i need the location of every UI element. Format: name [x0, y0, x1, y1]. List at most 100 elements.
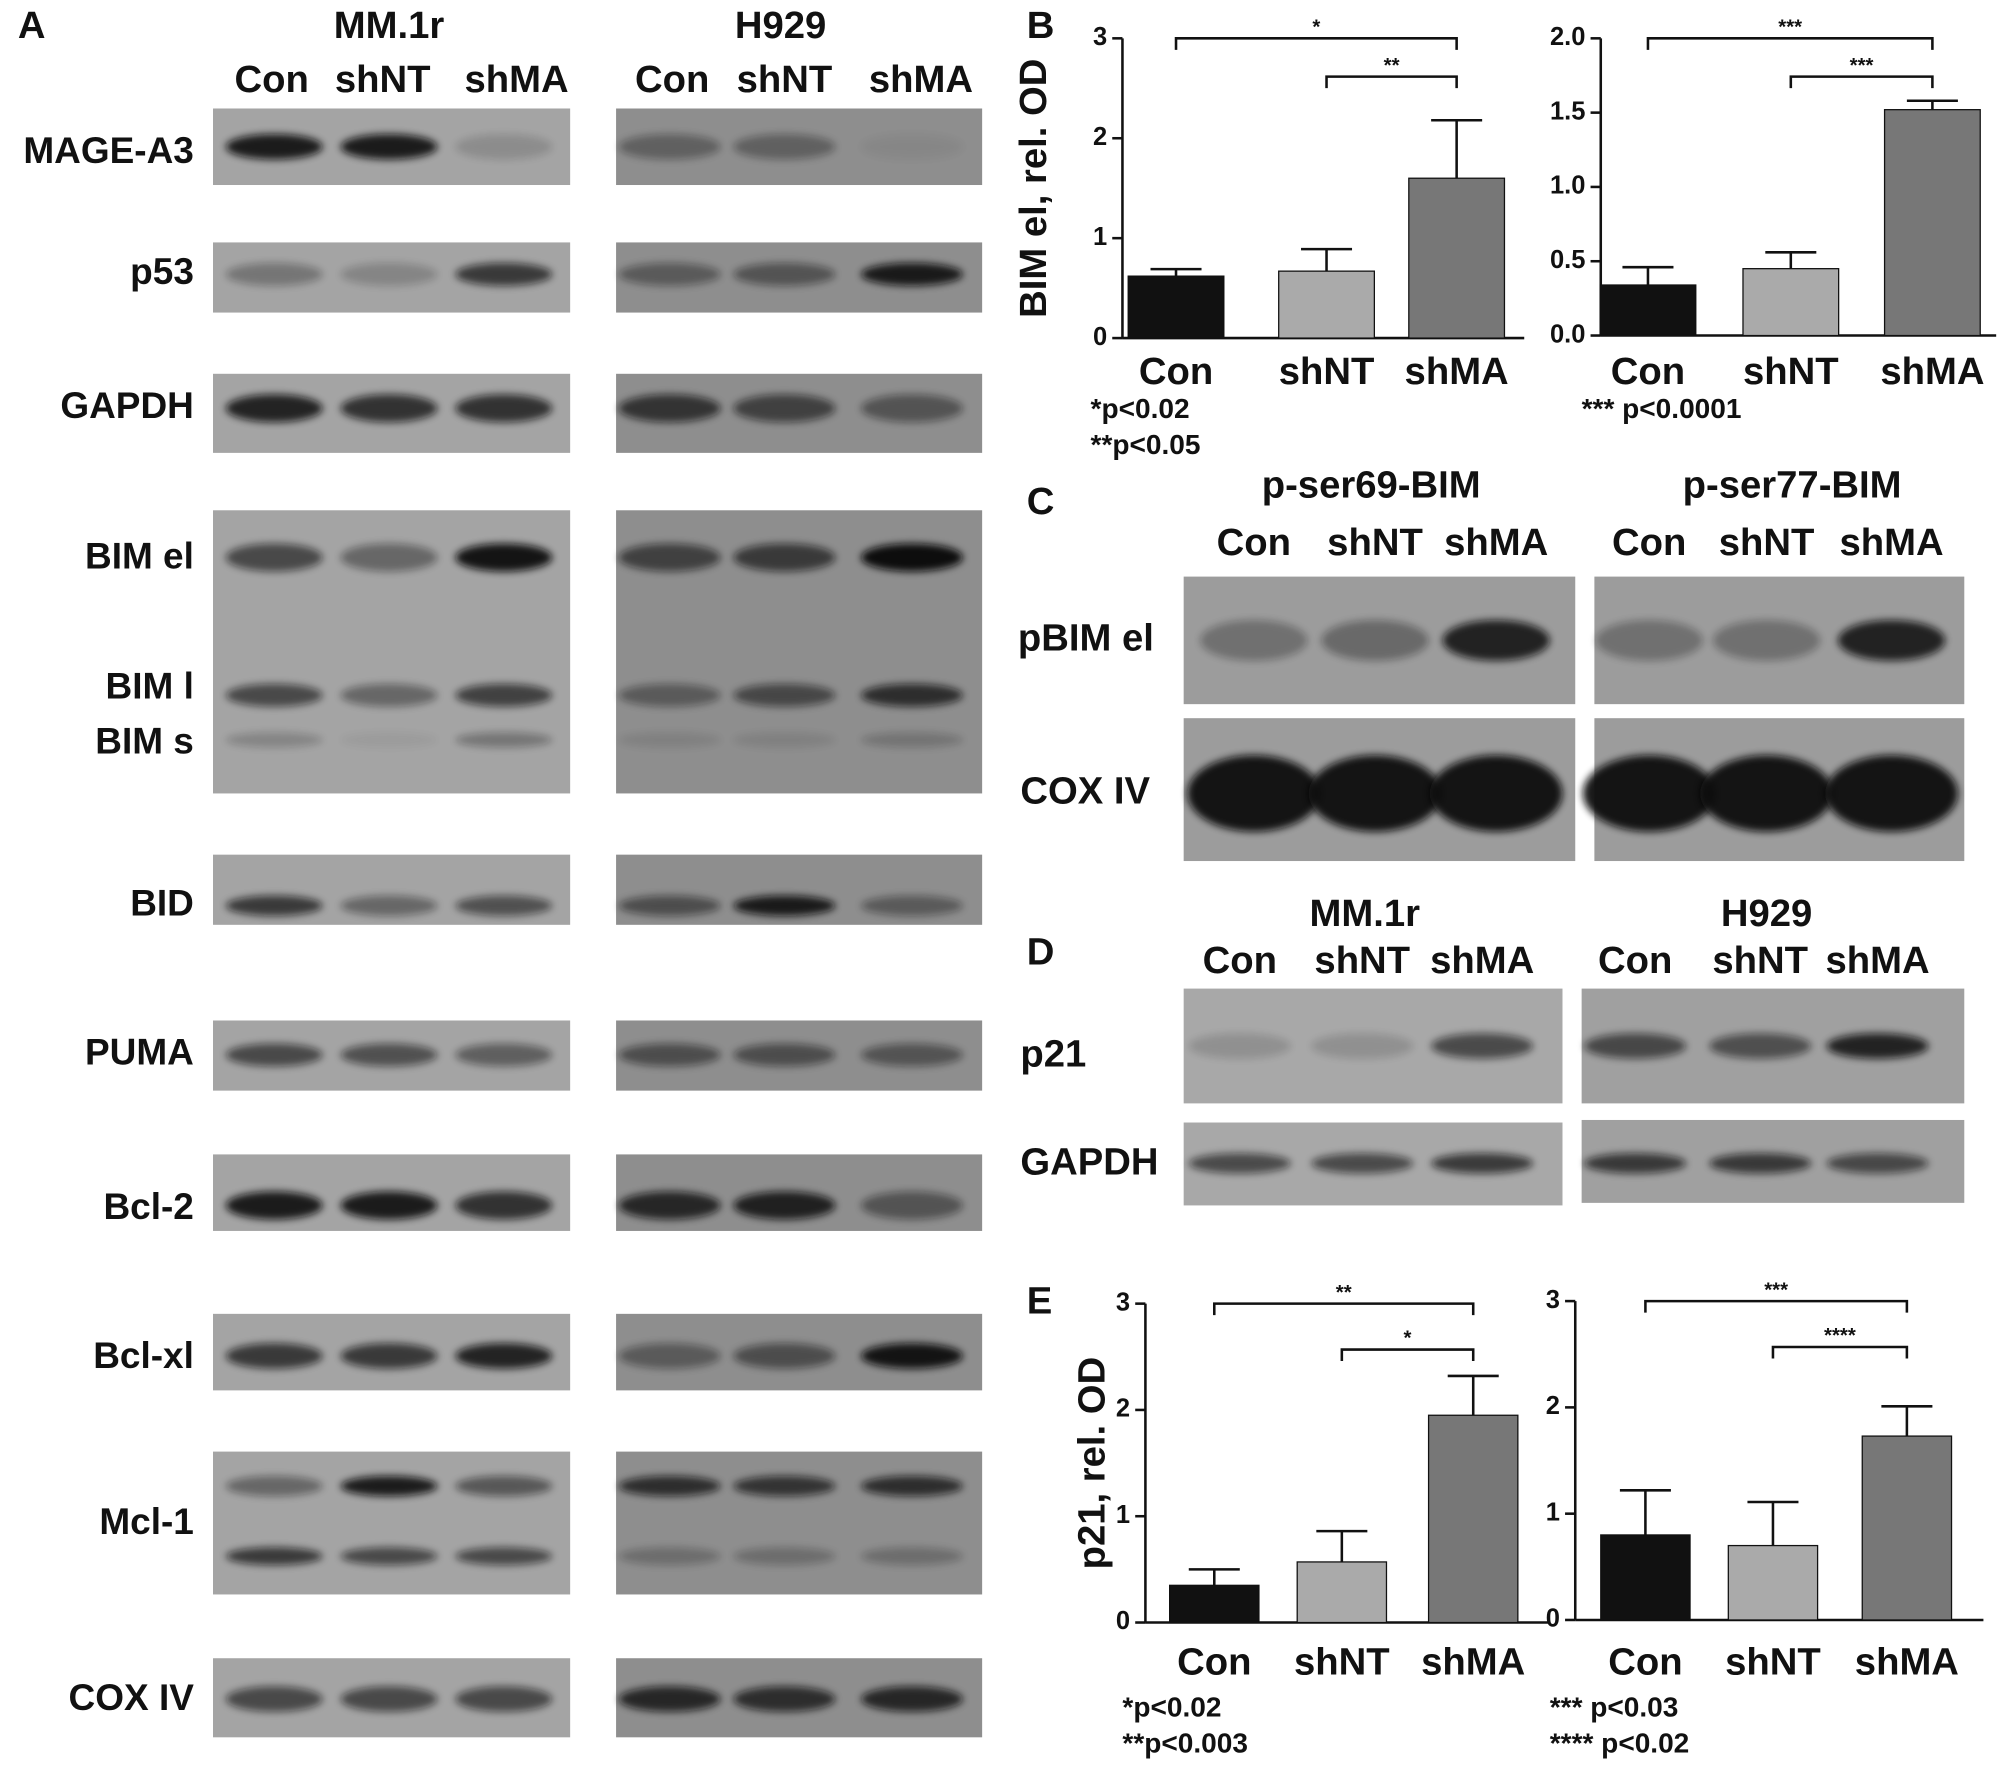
significance-bracket — [1771, 1345, 1909, 1359]
panel-letter: B — [1027, 4, 1055, 47]
band — [860, 394, 964, 423]
band — [733, 1043, 836, 1067]
y-tick-label: 2 — [1116, 1395, 1130, 1423]
band — [225, 394, 323, 423]
band — [1431, 1153, 1534, 1174]
significance-label: *** — [1850, 55, 1874, 77]
panel-letter: A — [18, 4, 46, 47]
band — [340, 134, 438, 160]
protein-label: BIM el — [85, 536, 194, 577]
lane-label: Con — [1203, 939, 1277, 982]
band — [618, 134, 721, 160]
protein-label: PUMA — [85, 1032, 194, 1073]
bar — [1278, 270, 1375, 339]
x-tick-label: shMA — [1405, 350, 1509, 393]
significance-label: ** — [1384, 55, 1400, 77]
x-tick-label: shMA — [1880, 350, 1984, 393]
band — [733, 1686, 836, 1712]
band — [1584, 1033, 1687, 1059]
x-tick-label: Con — [1177, 1641, 1251, 1684]
band — [733, 394, 836, 423]
band — [225, 1475, 323, 1497]
x-tick-label: Con — [1139, 350, 1213, 393]
band — [340, 1043, 438, 1067]
lane-label: Con — [1598, 939, 1672, 982]
band — [733, 683, 836, 707]
significance-bracket — [1340, 1348, 1475, 1362]
band — [733, 262, 836, 286]
band — [455, 394, 553, 423]
y-tick-label: 3 — [1116, 1288, 1130, 1316]
band — [733, 1475, 836, 1497]
y-tick-label: 0 — [1093, 323, 1107, 351]
cell-line: MM.1r — [334, 4, 445, 47]
protein-label: Bcl-2 — [103, 1186, 193, 1227]
significance-bracket — [1644, 1299, 1909, 1313]
band — [733, 134, 836, 160]
band — [618, 1043, 721, 1067]
y-tick-label: 0 — [1116, 1607, 1130, 1635]
band — [1442, 619, 1550, 661]
significance-bracket — [1325, 75, 1458, 89]
y-tick-label: 1 — [1116, 1501, 1130, 1529]
band — [1595, 619, 1703, 661]
lane-label: shNT — [1327, 521, 1423, 564]
panel-letter: D — [1027, 930, 1055, 973]
lane-label: shNT — [1712, 939, 1808, 982]
band — [225, 262, 323, 286]
bar — [1599, 284, 1697, 337]
band — [860, 543, 964, 572]
band — [618, 683, 721, 707]
band — [618, 1191, 721, 1220]
band — [1713, 619, 1821, 661]
y-tick-label: 3 — [1546, 1286, 1560, 1314]
protein-label: pBIM el — [1018, 616, 1154, 659]
band — [225, 1686, 323, 1712]
band — [860, 732, 964, 748]
lane-label: shMA — [1444, 521, 1548, 564]
bar — [1861, 1435, 1953, 1621]
band — [1825, 755, 1958, 832]
bar — [1727, 1544, 1819, 1621]
footnote: **p<0.003 — [1122, 1727, 1248, 1758]
band — [618, 1475, 721, 1497]
band — [1431, 1033, 1534, 1059]
band — [455, 1191, 553, 1220]
band — [225, 732, 323, 748]
panel-letter: C — [1027, 480, 1055, 523]
band — [860, 134, 964, 160]
band — [1838, 619, 1946, 661]
y-tick-label: 2 — [1546, 1392, 1560, 1420]
band — [1826, 1153, 1929, 1174]
footnote: *** p<0.03 — [1550, 1692, 1679, 1723]
y-tick-label: 2 — [1093, 123, 1107, 151]
protein-label: p21 — [1020, 1032, 1086, 1075]
y-axis-label: p21, rel. OD — [1070, 1357, 1113, 1570]
cell-line: H929 — [1721, 892, 1812, 935]
cell-line: H929 — [735, 4, 826, 47]
y-tick-label: 1 — [1093, 223, 1107, 251]
bar — [1742, 268, 1840, 337]
protein-label: BIM l — [106, 666, 194, 707]
band — [1187, 755, 1321, 832]
lane-label: shNT — [1719, 521, 1815, 564]
band — [860, 1475, 964, 1497]
protein-label: Mcl-1 — [99, 1501, 194, 1542]
band — [618, 262, 721, 286]
y-tick-label: 0.5 — [1550, 246, 1585, 274]
band — [1311, 1033, 1414, 1059]
lane-label: shMA — [1430, 939, 1534, 982]
y-tick-label: 3 — [1093, 23, 1107, 51]
significance-label: ** — [1336, 1282, 1352, 1304]
significance-label: * — [1312, 17, 1320, 39]
significance-label: *** — [1778, 17, 1802, 39]
protein-label: COX IV — [1020, 770, 1150, 813]
band — [455, 262, 553, 286]
bar — [1169, 1584, 1260, 1624]
y-tick-label: 0.0 — [1550, 320, 1585, 348]
band — [455, 683, 553, 707]
lane-label: shMA — [1840, 521, 1944, 564]
band — [225, 683, 323, 707]
band — [1826, 1033, 1929, 1059]
band — [618, 732, 721, 748]
